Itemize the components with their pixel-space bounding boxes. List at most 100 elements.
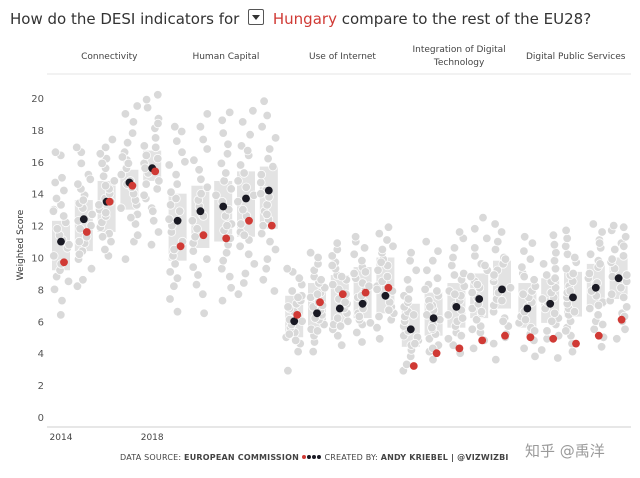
country-point <box>97 158 107 169</box>
country-point <box>263 153 273 164</box>
country-point <box>202 182 213 193</box>
country-point <box>224 107 235 118</box>
country-point <box>139 190 149 201</box>
country-point <box>427 323 437 333</box>
country-point <box>570 252 580 263</box>
selected-country-point <box>151 167 160 176</box>
country-point <box>449 270 460 280</box>
country-point <box>403 294 414 304</box>
title-suffix: compare to the rest of the EU28? <box>341 10 592 28</box>
country-point <box>268 161 278 172</box>
country-point <box>402 359 412 370</box>
eu-average-point <box>335 304 344 313</box>
country-point <box>233 289 244 299</box>
country-point <box>359 243 370 253</box>
country-point <box>148 206 158 216</box>
country-point <box>349 268 359 279</box>
y-tick-label: 12 <box>31 222 44 233</box>
selected-country-point <box>82 228 91 236</box>
country-point <box>225 271 235 282</box>
country-point <box>59 185 69 196</box>
country-point <box>198 289 208 299</box>
country-point <box>218 128 228 138</box>
legend-dot <box>302 455 307 459</box>
selected-country-point <box>501 331 509 340</box>
country-point <box>607 289 617 299</box>
country-point <box>100 180 111 191</box>
country-point <box>519 271 529 282</box>
country-point <box>597 227 607 237</box>
country-point <box>165 200 176 210</box>
country-point <box>619 241 629 252</box>
country-point <box>51 193 62 204</box>
country-point <box>153 153 163 164</box>
country-point <box>562 233 572 244</box>
country-point <box>333 331 343 341</box>
country-point <box>139 141 150 151</box>
country-point <box>585 303 595 314</box>
country-point <box>172 273 183 283</box>
country-point <box>467 287 477 298</box>
country-point <box>598 319 608 330</box>
eu-average-point <box>79 215 88 224</box>
country-point <box>493 236 503 247</box>
country-point <box>176 126 187 137</box>
country-point <box>422 265 432 276</box>
country-point <box>428 256 438 266</box>
selected-country-point <box>60 258 68 267</box>
country-point <box>219 176 229 186</box>
country-point <box>293 292 303 303</box>
country-point <box>542 270 552 280</box>
country-point <box>193 270 203 280</box>
country-point <box>467 324 478 335</box>
country-point <box>243 249 254 260</box>
country-point <box>490 244 501 255</box>
eu-average-point <box>219 202 228 211</box>
country-point <box>291 335 301 346</box>
country-point <box>471 315 482 325</box>
country-point <box>240 268 251 279</box>
country-point <box>610 244 620 255</box>
legend-dot <box>307 455 312 459</box>
country-point <box>383 222 394 232</box>
country-point <box>154 176 164 186</box>
country-point <box>262 209 272 220</box>
country-point <box>585 249 596 260</box>
country-point <box>468 343 479 354</box>
country-point <box>376 257 386 268</box>
country-point <box>447 260 457 271</box>
country-point <box>199 308 209 319</box>
country-point <box>86 264 97 274</box>
country-point <box>588 219 599 229</box>
country-point <box>221 168 231 178</box>
country-point <box>233 176 243 186</box>
country-point <box>538 259 549 269</box>
selected-country-point <box>526 333 535 342</box>
y-tick-label: 6 <box>38 317 44 328</box>
country-point <box>519 343 529 354</box>
country-point <box>491 354 501 365</box>
country-point <box>117 152 128 162</box>
source-value: EUROPEAN COMMISSION <box>184 453 299 462</box>
country-point <box>174 206 185 216</box>
y-tick-label: 0 <box>38 413 44 424</box>
selected-country-point <box>455 344 464 353</box>
country-point <box>198 134 208 145</box>
selected-country-point <box>478 336 487 345</box>
country-point <box>456 331 467 341</box>
country-point <box>333 313 343 323</box>
selected-country[interactable]: Hungary <box>272 10 337 28</box>
country-point <box>216 158 227 169</box>
country-point <box>256 169 267 180</box>
eu-average-point <box>173 216 182 225</box>
country-point <box>489 270 499 280</box>
country-point <box>470 224 480 234</box>
country-point <box>425 302 435 312</box>
country-point <box>56 200 66 210</box>
country-point <box>618 251 629 261</box>
country-dropdown-button[interactable] <box>248 9 265 25</box>
x-tick-label: 2018 <box>141 433 164 443</box>
country-point <box>177 147 187 157</box>
country-point <box>312 326 323 336</box>
